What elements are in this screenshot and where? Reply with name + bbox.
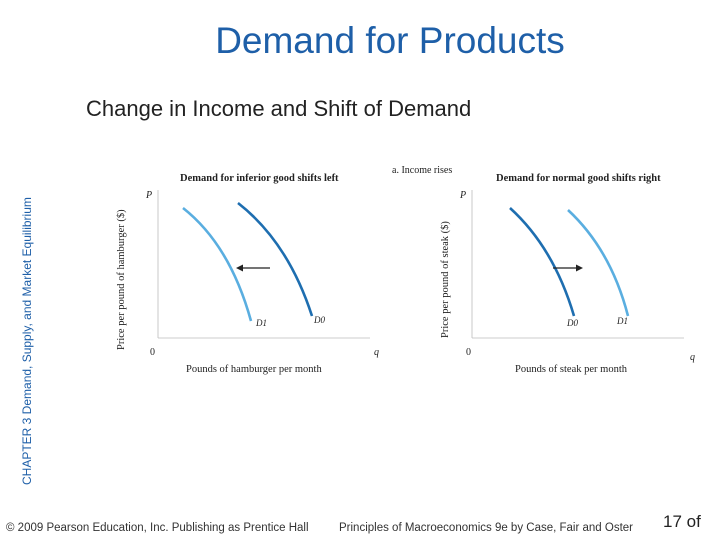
right-shift-arrow-head xyxy=(576,264,583,272)
right-x-symbol: q xyxy=(690,352,695,363)
right-x-axis-label: Pounds of steak per month xyxy=(515,364,628,375)
left-demand-curve-d1 xyxy=(182,206,253,322)
right-demand-curve-d1 xyxy=(567,209,630,317)
right-origin: 0 xyxy=(466,347,471,358)
left-heading: Demand for inferior good shifts left xyxy=(180,173,339,184)
left-y-axis-label: Price per pound of hamburger ($) xyxy=(116,209,127,350)
left-curve-label-d1: D1 xyxy=(255,318,267,328)
left-x-axis-label: Pounds of hamburger per month xyxy=(186,364,322,375)
right-y-symbol: P xyxy=(459,190,466,201)
left-shift-arrow-head xyxy=(236,264,243,272)
left-demand-curve-d0 xyxy=(237,201,314,317)
right-y-axis-label: Price per pound of steak ($) xyxy=(440,221,451,338)
page-number: 17 of xyxy=(663,512,701,531)
right-curve-label-d0: D0 xyxy=(566,318,578,328)
right-curve-label-d1: D1 xyxy=(616,316,628,326)
right-demand-curve-d0 xyxy=(509,207,576,317)
left-origin: 0 xyxy=(150,347,155,358)
slide-title: Demand for Products xyxy=(215,20,565,61)
footer-copyright: © 2009 Pearson Education, Inc. Publishin… xyxy=(6,522,309,534)
slide-subtitle: Change in Income and Shift of Demand xyxy=(86,96,472,121)
left-curve-label-d0: D0 xyxy=(313,315,325,325)
right-heading: Demand for normal good shifts right xyxy=(496,173,661,184)
left-y-symbol: P xyxy=(145,190,152,201)
left-x-symbol: q xyxy=(374,347,379,358)
panel-label: a. Income rises xyxy=(392,165,452,176)
footer-book-credit: Principles of Macroeconomics 9e by Case,… xyxy=(339,522,634,534)
